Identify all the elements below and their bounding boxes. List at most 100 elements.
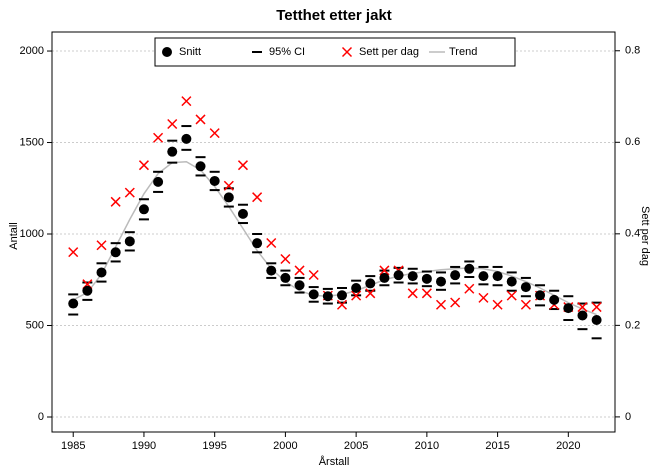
mean-point: [124, 236, 135, 247]
y-axis-label: Antall: [8, 222, 20, 250]
mean-point: [308, 289, 319, 300]
seen-point: [153, 132, 164, 143]
seen-point: [591, 302, 602, 313]
seen-point: [421, 288, 432, 299]
mean-point: [407, 271, 418, 282]
x-tick-label: 2010: [415, 440, 439, 452]
chart-title: Tetthet etter jakt: [276, 7, 392, 24]
y2-tick-label: 0.8: [625, 45, 640, 57]
x-tick-label: 1990: [132, 440, 156, 452]
seen-point: [124, 187, 135, 198]
seen-point: [435, 299, 447, 310]
seen-point: [478, 292, 489, 303]
seen-point: [506, 290, 517, 301]
y-tick-label: 500: [26, 319, 44, 331]
y-tick-label: 0: [38, 411, 44, 423]
y2-tick-label: 0: [625, 411, 631, 423]
x-tick-label: 2000: [273, 440, 297, 452]
y-tick-label: 1000: [20, 228, 44, 240]
seen-point: [450, 297, 461, 308]
y-tick-label: 1500: [20, 136, 44, 148]
seen-point: [520, 299, 531, 310]
mean-point: [209, 175, 220, 186]
seen-point: [195, 114, 206, 125]
mean-point: [492, 271, 503, 282]
seen-point: [351, 290, 362, 301]
x-tick-label: 1985: [61, 440, 85, 452]
x-tick-label: 2015: [485, 440, 509, 452]
mean-point: [237, 208, 248, 219]
seen-point: [209, 128, 220, 139]
legend-label: Trend: [449, 46, 477, 58]
seen-point: [237, 160, 248, 171]
mean-point: [195, 161, 206, 172]
x-axis-label: Årstall: [319, 455, 350, 468]
mean-point: [535, 290, 546, 301]
seen-point: [266, 237, 277, 249]
mean-point: [379, 272, 390, 283]
mean-point: [167, 146, 178, 157]
seen-point: [181, 96, 192, 107]
seen-point: [252, 192, 263, 203]
mean-point: [252, 238, 263, 249]
mean-point: [450, 270, 461, 281]
mean-point: [322, 291, 333, 302]
mean-point: [153, 176, 164, 187]
y2-axis-label: Sett per dag: [639, 206, 651, 266]
mean-point: [464, 263, 475, 274]
mean-point: [68, 298, 79, 309]
mean-point: [181, 133, 192, 144]
seen-point: [138, 160, 149, 171]
seen-point: [492, 299, 503, 310]
legend-marker: [341, 46, 353, 58]
legend-label: Snitt: [179, 46, 201, 58]
mean-point: [266, 265, 277, 276]
mean-point: [365, 278, 376, 289]
trend-line: [72, 160, 597, 316]
seen-point: [68, 247, 79, 258]
mean-point: [82, 285, 93, 296]
legend-label: 95% CI: [269, 46, 305, 58]
legend-label: Sett per dag: [359, 46, 419, 58]
seen-point: [379, 265, 390, 276]
mean-point: [96, 267, 107, 278]
mean-point: [506, 276, 517, 287]
mean-point: [223, 192, 234, 203]
legend-box: [154, 37, 516, 67]
legend-marker: [162, 47, 172, 57]
seen-point: [96, 240, 107, 251]
x-tick-label: 2020: [556, 440, 580, 452]
seen-point: [577, 302, 588, 313]
mean-point: [294, 280, 305, 291]
seen-point: [308, 269, 319, 281]
x-tick-label: 1995: [202, 440, 226, 452]
mean-point: [421, 273, 432, 284]
y2-tick-label: 0.4: [625, 228, 640, 240]
mean-point: [478, 271, 489, 282]
seen-point: [223, 180, 234, 191]
mean-point: [138, 204, 149, 215]
y2-tick-label: 0.2: [625, 319, 640, 331]
plot-frame: [51, 31, 616, 433]
seen-point: [294, 265, 305, 276]
mean-point: [577, 310, 588, 321]
seen-point: [110, 196, 121, 207]
seen-point: [167, 118, 178, 130]
mean-point: [436, 276, 447, 287]
mean-point: [336, 290, 347, 301]
seen-point: [365, 288, 376, 299]
y-tick-label: 2000: [20, 45, 44, 57]
mean-point: [393, 270, 404, 281]
seen-point: [336, 299, 348, 310]
mean-point: [280, 272, 291, 283]
mean-point: [520, 282, 531, 293]
mean-point: [351, 282, 362, 293]
mean-point: [563, 303, 574, 314]
seen-point: [280, 253, 291, 265]
seen-point: [407, 288, 418, 299]
x-tick-label: 2005: [344, 440, 368, 452]
y2-tick-label: 0.6: [625, 136, 640, 148]
mean-point: [549, 294, 560, 305]
mean-point: [110, 247, 121, 258]
